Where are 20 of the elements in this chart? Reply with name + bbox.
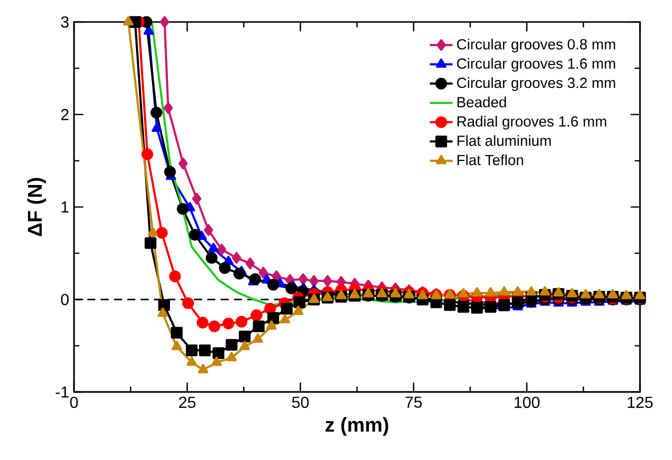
legend-label: Circular grooves 3.2 mm <box>457 77 616 91</box>
y-tick-label: 2 <box>61 108 68 120</box>
x-axis-title: z (mm) <box>326 417 388 436</box>
x-tick-label: 0 <box>70 396 78 408</box>
legend-label: Flat Teflon <box>458 154 524 166</box>
y-tick-label: 1 <box>62 201 69 212</box>
x-tick-label: 50 <box>292 396 309 408</box>
legend-label: Circular grooves 1.6 mm <box>457 58 616 72</box>
y-tick-label: 0 <box>61 294 69 306</box>
legend-label: Radial grooves 1.6 mm <box>458 116 606 130</box>
y-axis-title: ΔF (N) <box>27 178 46 236</box>
y-tick-label: -1 <box>56 386 69 398</box>
x-tick-label: 125 <box>628 396 653 408</box>
legend-label: Beaded <box>458 96 506 108</box>
legend-label: Flat aluminium <box>458 135 551 146</box>
y-tick-label: 3 <box>61 16 69 28</box>
legend-label: Circular grooves 0.8 mm <box>457 38 616 52</box>
x-tick-label: 25 <box>179 396 196 408</box>
x-tick-label: 75 <box>406 396 422 408</box>
x-tick-label: 100 <box>514 396 540 408</box>
